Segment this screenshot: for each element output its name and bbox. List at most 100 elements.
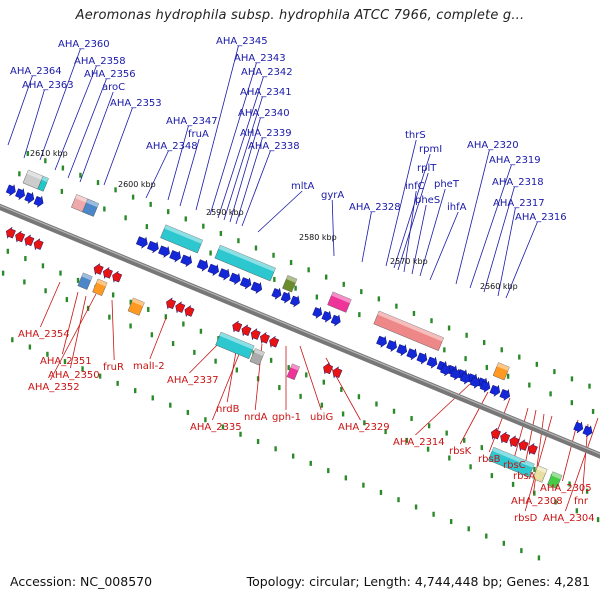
gene-label-top: infC — [405, 181, 425, 192]
gene-label-top: rplT — [417, 163, 437, 174]
feature-box-fill — [127, 297, 145, 316]
tick-mark — [221, 424, 225, 430]
gene-leader-line — [229, 117, 261, 223]
tick-mark — [151, 395, 154, 401]
gene-leader-line — [483, 186, 515, 293]
reverse-gene-arrow — [93, 263, 104, 276]
forward-gene-arrow — [271, 287, 282, 300]
tick-mark — [81, 366, 84, 372]
tick-mark — [500, 347, 503, 353]
gene-label-bottom: malI-2 — [133, 361, 165, 372]
genome-summary-text: Topology: circular; Length: 4,744,448 bp… — [246, 574, 590, 589]
tick-mark — [482, 340, 486, 346]
tick-mark — [537, 555, 541, 561]
tick-mark — [199, 328, 203, 334]
gene-label-top: AHA_2318 — [492, 177, 544, 188]
tick-mark — [392, 408, 396, 414]
gene-leader-line — [565, 417, 599, 512]
gene-label-top: ihfA — [447, 202, 467, 213]
gene-label-top: AHA_2338 — [248, 141, 300, 152]
reverse-gene-arrow — [24, 234, 35, 247]
feature-box-shine — [41, 176, 49, 183]
tick-mark — [553, 369, 556, 375]
tick-mark — [358, 312, 361, 318]
reverse-gene-arrow — [241, 324, 252, 337]
feature-box-shine — [26, 170, 44, 180]
gene-label-bottom: gph-1 — [272, 412, 301, 423]
tick-mark — [193, 349, 196, 355]
gene-label-bottom: fruR — [103, 362, 124, 373]
reverse-gene-arrow — [269, 335, 280, 349]
tick-mark — [490, 473, 494, 479]
tick-mark — [278, 385, 281, 391]
tick-mark — [182, 321, 185, 327]
feature-box-shine — [331, 291, 352, 304]
gene-label-top: thrS — [405, 130, 426, 141]
gene-label-top: AHA_2316 — [515, 212, 567, 223]
gene-leader-line — [179, 138, 200, 207]
gene-leader-line — [299, 345, 322, 411]
tick-mark — [219, 230, 223, 236]
feature-box-shine — [290, 363, 300, 371]
feature-box-fill — [160, 224, 204, 254]
tick-mark — [342, 281, 345, 287]
feature-box-fill — [77, 272, 93, 290]
gene-label-top: AHA_2347 — [166, 116, 218, 127]
tick-mark — [463, 437, 466, 443]
forward-gene-arrow — [289, 295, 300, 308]
tick-mark — [63, 359, 67, 365]
tick-mark — [397, 497, 400, 503]
tick-mark — [432, 511, 435, 517]
kbp-label: 2600 kbp — [118, 180, 156, 189]
gene-label-bottom: rbsA — [513, 471, 536, 482]
forward-gene-arrow — [573, 421, 584, 434]
forward-gene-arrow — [229, 272, 241, 286]
reverse-gene-arrow — [323, 362, 334, 375]
tick-mark — [204, 417, 207, 423]
tick-mark — [570, 376, 574, 382]
tick-mark — [363, 420, 366, 426]
tick-mark — [46, 351, 49, 357]
backbone-highlight — [0, 204, 600, 455]
forward-gene-arrow — [449, 368, 461, 381]
gene-label-bottom: AHA_2329 — [338, 422, 390, 433]
tick-mark — [6, 248, 10, 254]
gene-label-top: rpmI — [419, 144, 442, 155]
tick-mark — [327, 468, 330, 474]
tick-mark — [167, 209, 170, 215]
feature-box — [92, 278, 108, 296]
tick-mark — [44, 288, 47, 294]
reverse-gene-arrow — [232, 320, 243, 333]
feature-box-shine — [86, 198, 99, 208]
tick-mark — [324, 274, 328, 280]
gene-leader-line — [54, 65, 97, 171]
feature-box-shine — [218, 245, 276, 272]
tick-mark — [410, 416, 413, 422]
reverse-gene-arrow — [166, 297, 176, 310]
gene-label-bottom: ubiG — [310, 412, 333, 423]
gene-leader-line — [209, 62, 257, 216]
reverse-gene-arrow — [112, 270, 123, 283]
tick-mark — [307, 267, 310, 273]
forward-gene-arrow — [321, 310, 332, 323]
tick-mark — [239, 431, 242, 437]
feature-box-shine — [131, 297, 145, 307]
reverse-gene-arrow — [527, 442, 538, 456]
tick-mark — [528, 382, 531, 388]
tick-mark — [443, 347, 446, 353]
forward-gene-arrow — [180, 254, 193, 268]
gene-label-top: AHA_2360 — [58, 39, 110, 50]
forward-gene-arrow — [459, 372, 471, 385]
tick-mark — [131, 194, 135, 200]
feature-box — [488, 446, 535, 478]
gene-leader-line — [488, 397, 511, 453]
forward-gene-arrow — [135, 236, 148, 249]
tick-mark — [520, 548, 523, 554]
tick-mark — [237, 238, 240, 244]
tick-mark — [108, 314, 111, 320]
gene-label-top: AHA_2345 — [216, 36, 268, 47]
reverse-gene-arrow — [33, 238, 44, 251]
feature-box — [286, 363, 300, 381]
tick-mark — [412, 310, 416, 316]
gene-leader-line — [241, 150, 271, 227]
